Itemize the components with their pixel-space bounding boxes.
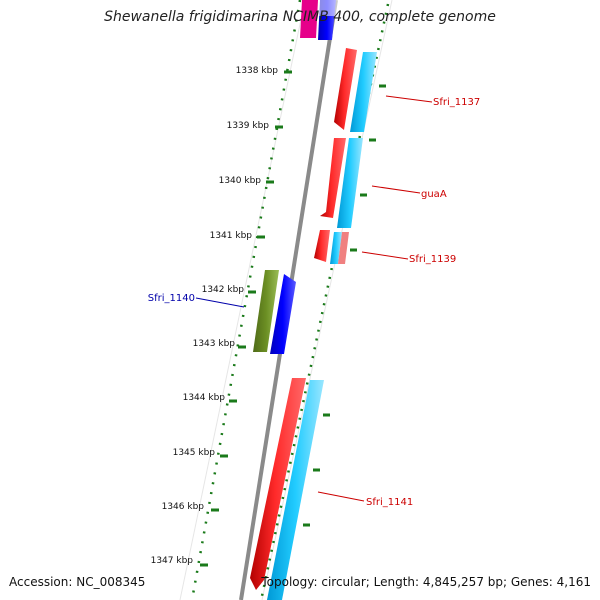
ruler-label-1347: 1347 kbp bbox=[151, 556, 194, 566]
leader-guaa bbox=[371, 185, 421, 194]
leader-sfri-1140 bbox=[195, 297, 245, 308]
gene-sfri-1140-green[interactable] bbox=[253, 270, 279, 352]
top-faded-overlay bbox=[318, 0, 378, 16]
gene-sfri-1139-forward[interactable] bbox=[314, 230, 330, 262]
leader-sfri-1141 bbox=[317, 491, 365, 502]
ruler-label-1338: 1338 kbp bbox=[236, 66, 279, 76]
position-ruler-line bbox=[190, 0, 302, 600]
gene-sfri-1139-pink-segment[interactable] bbox=[338, 232, 349, 264]
ruler-label-1344: 1344 kbp bbox=[183, 393, 226, 403]
gene-magenta-feature[interactable] bbox=[300, 0, 318, 38]
gene-sfri-1141-reverse[interactable] bbox=[267, 380, 324, 600]
gene-sfri-1137-reverse[interactable] bbox=[350, 52, 377, 132]
ruler-label-1340: 1340 kbp bbox=[219, 176, 262, 186]
ruler-label-1343: 1343 kbp bbox=[193, 339, 236, 349]
leader-sfri-1139 bbox=[361, 251, 409, 260]
gene-guaa-forward[interactable] bbox=[320, 138, 346, 218]
accession-text: Accession: NC_008345 bbox=[9, 575, 146, 589]
ruler-major-ticks bbox=[200, 70, 292, 567]
feature-label-guaa[interactable]: guaA bbox=[421, 189, 447, 200]
gene-sfri-1140-blue[interactable] bbox=[270, 274, 296, 354]
feature-label-sfri-1137[interactable]: Sfri_1137 bbox=[433, 97, 480, 108]
map-title: Shewanella frigidimarina NCIMB 400, comp… bbox=[104, 9, 496, 25]
ruler-tick-labels: 1338 kbp 1339 kbp 1340 kbp 1341 kbp 1342… bbox=[151, 66, 279, 566]
feature-label-sfri-1139[interactable]: Sfri_1139 bbox=[409, 254, 456, 265]
feature-labels: Sfri_1137 guaA Sfri_1139 Sfri_1140 Sfri_… bbox=[148, 97, 480, 508]
gene-sfri-1137-forward[interactable] bbox=[334, 48, 357, 130]
top-partial-genes bbox=[300, 0, 378, 40]
outer-ruler-ticks bbox=[303, 84, 386, 527]
label-leader-lines bbox=[195, 95, 433, 502]
gene-guaa-reverse[interactable] bbox=[337, 138, 363, 228]
inner-track-guide bbox=[179, 0, 306, 600]
outer-track-guide bbox=[261, 0, 393, 600]
ruler-label-1345: 1345 kbp bbox=[173, 448, 216, 458]
topology-text: Topology: circular; Length: 4,845,257 bp… bbox=[261, 575, 591, 589]
leader-sfri-1137 bbox=[385, 95, 433, 103]
ruler-label-1342: 1342 kbp bbox=[202, 285, 245, 295]
ruler-label-1339: 1339 kbp bbox=[227, 121, 270, 131]
feature-label-sfri-1141[interactable]: Sfri_1141 bbox=[366, 497, 413, 508]
ruler-label-1346: 1346 kbp bbox=[162, 502, 205, 512]
ruler-label-1341: 1341 kbp bbox=[210, 231, 253, 241]
gene-sfri-1141-forward[interactable] bbox=[250, 378, 306, 590]
feature-label-sfri-1140[interactable]: Sfri_1140 bbox=[148, 293, 195, 304]
